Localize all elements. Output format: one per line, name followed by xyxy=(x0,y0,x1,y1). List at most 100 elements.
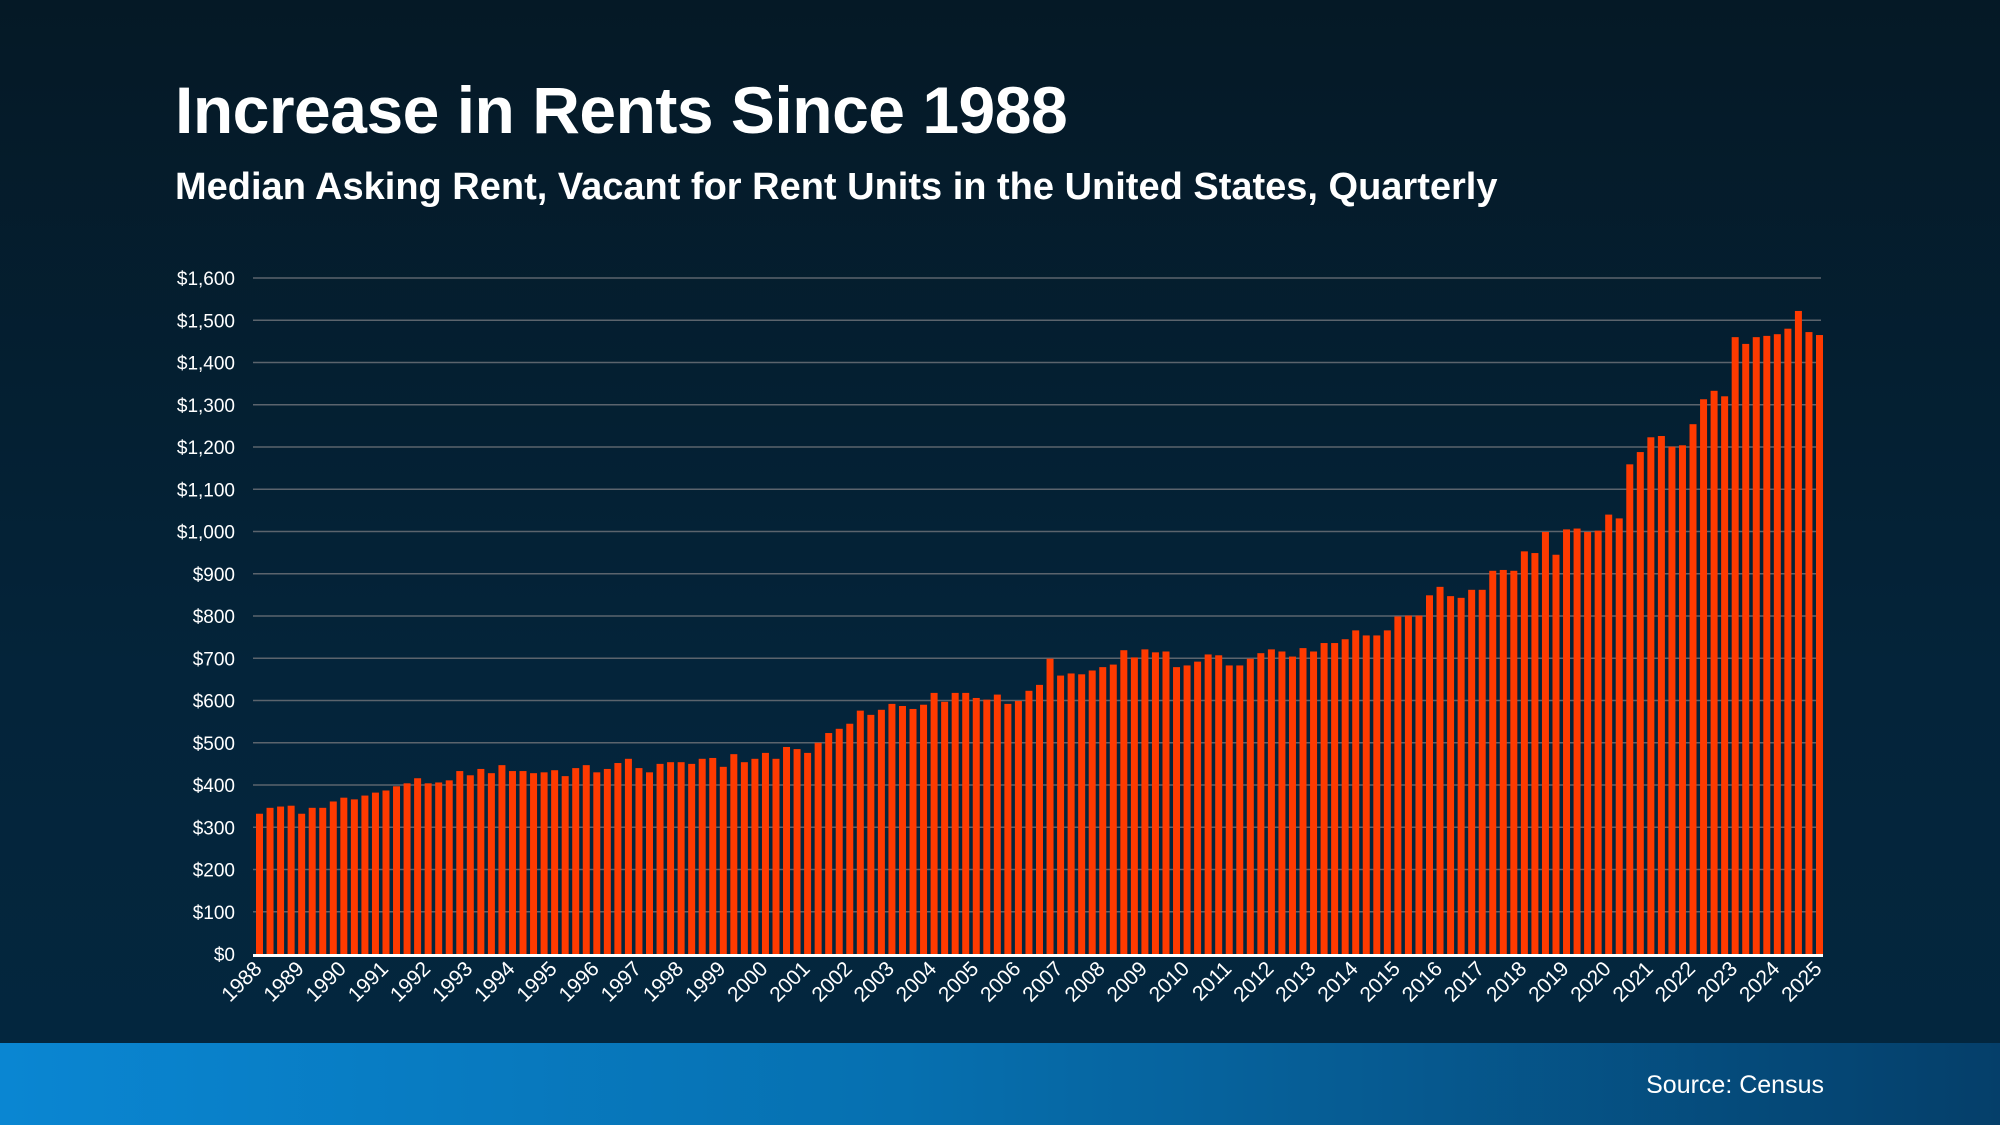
bar xyxy=(677,762,685,954)
bar xyxy=(1636,452,1644,954)
bar xyxy=(266,807,274,954)
bar xyxy=(772,758,780,954)
bar xyxy=(709,757,717,954)
bar xyxy=(1120,650,1128,954)
x-tick-label: 1993 xyxy=(428,957,477,1006)
bar xyxy=(751,758,759,954)
bar xyxy=(1320,643,1328,954)
y-tick-label: $1,400 xyxy=(177,354,235,375)
bar xyxy=(1541,531,1549,954)
bar xyxy=(941,701,949,954)
bar xyxy=(1394,616,1402,954)
bar xyxy=(572,768,580,954)
bar xyxy=(951,692,959,954)
bar-chart: $0 $100 $200 $300 $400 $500 $600 $700 $800 $900 $1… xyxy=(177,269,1826,1007)
x-tick-label: 2006 xyxy=(976,957,1025,1006)
bar xyxy=(1151,652,1159,954)
source-label: Source: Census xyxy=(1646,1071,1824,1099)
y-tick-label: $900 xyxy=(193,565,235,586)
bar xyxy=(1752,337,1760,954)
y-tick-label: $500 xyxy=(193,734,235,755)
bar xyxy=(1478,589,1486,954)
bar xyxy=(1299,648,1307,954)
bar xyxy=(287,805,295,954)
bar xyxy=(624,758,632,954)
bar xyxy=(1468,589,1476,954)
bar xyxy=(793,749,801,954)
bar xyxy=(1310,651,1318,954)
bar xyxy=(445,780,453,954)
x-tick-label: 2007 xyxy=(1018,957,1067,1006)
x-tick-label: 2011 xyxy=(1188,957,1236,1005)
bar xyxy=(1194,661,1202,954)
bar xyxy=(1531,553,1539,954)
bar xyxy=(1436,586,1444,954)
bar xyxy=(888,703,896,954)
x-tick-label: 2016 xyxy=(1398,957,1447,1006)
x-tick-label: 1989 xyxy=(259,957,308,1006)
bar xyxy=(1563,529,1571,954)
x-tick-label: 1995 xyxy=(512,957,561,1006)
bar xyxy=(1341,639,1349,954)
bar xyxy=(1278,651,1286,954)
bar xyxy=(382,790,390,954)
bar xyxy=(487,773,495,954)
x-axis-labels: 1988198919901991199219931994199519961997… xyxy=(217,957,1826,1007)
bar xyxy=(1257,653,1265,954)
bar xyxy=(740,762,748,954)
bar xyxy=(920,704,928,954)
bar xyxy=(593,772,601,954)
bar xyxy=(466,775,474,954)
bar xyxy=(1573,528,1581,954)
bar xyxy=(688,763,696,954)
bar xyxy=(582,765,590,954)
bar xyxy=(1352,630,1360,954)
bar xyxy=(508,771,516,954)
y-axis-labels: $0 $100 $200 $300 $400 $500 $600 $700 $800 $900 $1… xyxy=(177,269,235,966)
bar xyxy=(898,705,906,954)
gridlines xyxy=(253,277,1821,913)
x-tick-label: 2008 xyxy=(1060,957,1109,1006)
bar xyxy=(1805,332,1813,955)
bar xyxy=(1215,655,1223,954)
bar xyxy=(477,768,485,954)
y-tick-label: $1,600 xyxy=(177,269,235,290)
bar xyxy=(730,754,738,954)
x-tick-label: 2020 xyxy=(1566,957,1615,1006)
chart-subtitle: Median Asking Rent, Vacant for Rent Unit… xyxy=(175,166,1498,208)
bar xyxy=(1647,437,1655,955)
bar xyxy=(1183,665,1191,954)
x-tick-label: 2015 xyxy=(1356,957,1405,1006)
y-tick-label: $400 xyxy=(193,776,235,797)
x-tick-label: 2018 xyxy=(1482,957,1531,1006)
bar xyxy=(1816,335,1823,955)
bar xyxy=(1510,570,1518,954)
x-tick-label: 2017 xyxy=(1440,957,1489,1006)
bar xyxy=(350,799,358,954)
bar xyxy=(1731,337,1739,954)
bar xyxy=(1584,531,1592,954)
x-tick-label: 2022 xyxy=(1651,957,1700,1006)
bar xyxy=(361,795,369,954)
y-tick-label: $200 xyxy=(193,861,235,882)
x-tick-label: 1990 xyxy=(302,957,351,1006)
bar xyxy=(1794,310,1802,955)
x-tick-label: 1996 xyxy=(555,957,604,1006)
bar xyxy=(1447,596,1455,954)
bar xyxy=(1173,667,1181,954)
x-tick-label: 1999 xyxy=(681,957,730,1006)
bars xyxy=(256,310,1823,955)
bar xyxy=(1267,649,1275,954)
bar xyxy=(877,709,885,954)
bar xyxy=(993,694,1001,954)
bar xyxy=(1457,597,1465,954)
bar xyxy=(603,768,611,954)
x-tick-label: 2010 xyxy=(1145,957,1194,1006)
y-tick-label: $600 xyxy=(193,692,235,713)
y-tick-label: $0 xyxy=(214,945,235,966)
x-tick-label: 2005 xyxy=(934,957,983,1006)
bar xyxy=(1236,665,1244,954)
bar xyxy=(1594,530,1602,954)
bar xyxy=(256,813,263,954)
bar xyxy=(1773,334,1781,954)
